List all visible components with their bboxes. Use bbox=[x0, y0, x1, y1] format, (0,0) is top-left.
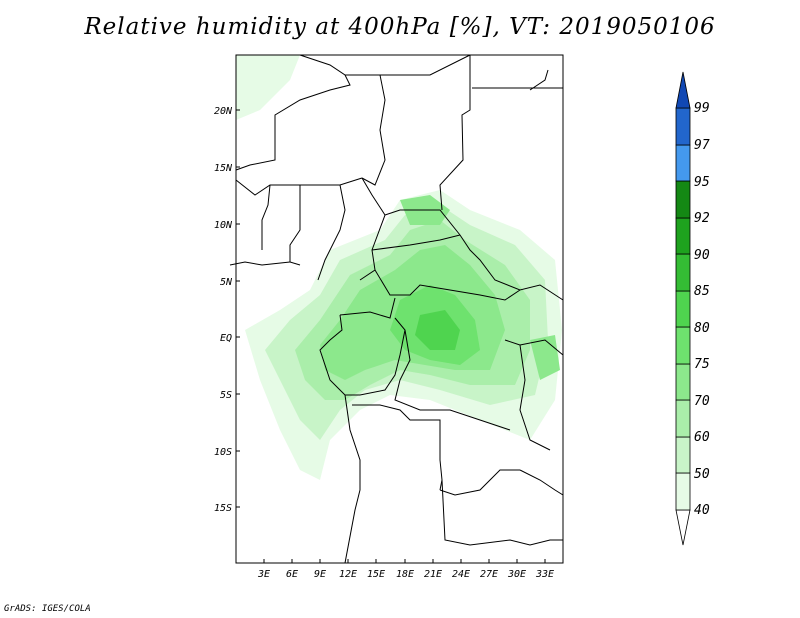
longitude-labels: 3E 6E 9E 12E 15E 18E 21E 24E 27E 30E 33E bbox=[257, 569, 554, 580]
colorbar-swatch bbox=[675, 436, 691, 474]
axis-ticks bbox=[236, 109, 546, 563]
colorbar-label: 95 bbox=[694, 175, 710, 190]
lon-label: 15E bbox=[367, 569, 385, 580]
colorbar-swatch bbox=[675, 399, 691, 438]
map-title: Relative humidity at 400hPa [%], VT: 201… bbox=[84, 14, 716, 40]
lat-label: 15S bbox=[214, 503, 232, 514]
colorbar-swatch bbox=[675, 363, 691, 401]
colorbar-label: 80 bbox=[694, 321, 710, 336]
lon-label: 21E bbox=[424, 569, 442, 580]
lat-label: 5S bbox=[220, 390, 232, 401]
lat-label: 15N bbox=[214, 163, 233, 174]
colorbar-label: 99 bbox=[694, 101, 710, 116]
lat-label: 5N bbox=[220, 277, 233, 288]
lon-label: 12E bbox=[339, 569, 357, 580]
lon-label: 3E bbox=[257, 569, 270, 580]
lat-label: 20N bbox=[214, 106, 233, 117]
colorbar-swatch bbox=[675, 217, 691, 255]
colorbar-label: 75 bbox=[694, 357, 710, 372]
lon-label: 9E bbox=[314, 569, 326, 580]
colorbar-label: 40 bbox=[694, 503, 710, 518]
colorbar bbox=[675, 71, 691, 546]
lon-label: 33E bbox=[535, 569, 554, 580]
latitude-labels: 20N 15N 10N 5N EQ 5S 10S 15S bbox=[214, 106, 233, 514]
colorbar-swatch bbox=[675, 472, 691, 511]
colorbar-swatch bbox=[675, 290, 691, 328]
lon-label: 24E bbox=[452, 569, 470, 580]
colorbar-swatch bbox=[675, 144, 691, 182]
colorbar-label: 85 bbox=[694, 284, 710, 299]
humidity-shading bbox=[236, 55, 562, 480]
lon-label: 18E bbox=[396, 569, 414, 580]
grads-credit: GrADS: IGES/COLA bbox=[4, 604, 91, 614]
colorbar-swatch bbox=[675, 326, 691, 365]
colorbar-label: 70 bbox=[694, 394, 710, 409]
country-borders bbox=[229, 54, 564, 564]
lon-label: 30E bbox=[507, 569, 526, 580]
map-frame bbox=[235, 54, 564, 564]
colorbar-label: 90 bbox=[694, 248, 710, 263]
colorbar-label: 97 bbox=[694, 138, 710, 153]
colorbar-swatch bbox=[675, 107, 691, 146]
colorbar-swatch bbox=[675, 253, 691, 292]
colorbar-label: 50 bbox=[694, 467, 710, 482]
lon-label: 6E bbox=[286, 569, 298, 580]
colorbar-swatch bbox=[675, 71, 691, 109]
colorbar-swatch bbox=[675, 180, 691, 219]
lat-label: 10N bbox=[214, 220, 233, 231]
colorbar-swatch bbox=[675, 509, 691, 546]
lat-label: EQ bbox=[220, 333, 232, 344]
colorbar-labels: 99 97 95 92 90 85 80 75 70 60 50 40 bbox=[694, 101, 710, 518]
lat-label: 10S bbox=[214, 447, 232, 458]
colorbar-label: 60 bbox=[694, 430, 710, 445]
lon-label: 27E bbox=[480, 569, 498, 580]
colorbar-label: 92 bbox=[694, 211, 710, 226]
